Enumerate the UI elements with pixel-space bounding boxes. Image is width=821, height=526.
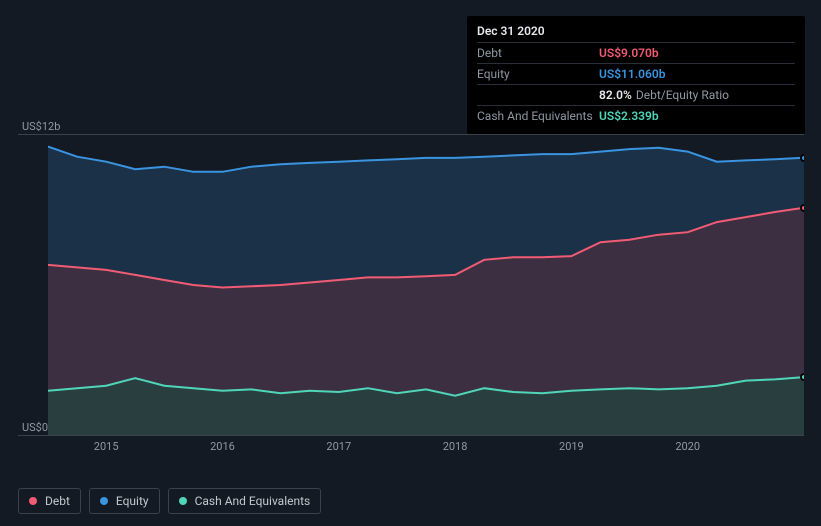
tooltip-panel: Dec 31 2020 DebtUS$9.070bEquityUS$11.060… <box>467 16 805 134</box>
tooltip-row-value: US$9.070b <box>599 46 659 60</box>
x-tick: 2015 <box>94 440 119 453</box>
y-axis-label-top: US$12b <box>22 120 60 133</box>
tooltip-row-label: Cash And Equivalents <box>477 109 599 123</box>
x-tick: 2018 <box>443 440 468 453</box>
legend-item-cash-and-equivalents[interactable]: Cash And Equivalents <box>168 488 322 514</box>
legend-item-equity[interactable]: Equity <box>89 488 160 514</box>
legend-label: Cash And Equivalents <box>195 494 311 508</box>
legend-dot-icon <box>100 497 108 505</box>
x-tick: 2019 <box>559 440 584 453</box>
tooltip-row-label <box>477 88 599 102</box>
end-marker-equity <box>800 154 804 162</box>
legend-label: Debt <box>45 494 70 508</box>
end-marker-cash-and-equivalents <box>800 373 804 381</box>
x-tick: 2020 <box>675 440 700 453</box>
legend-dot-icon <box>29 497 37 505</box>
y-axis-label-bottom: US$0 <box>22 421 48 434</box>
tooltip-row: DebtUS$9.070b <box>477 42 795 63</box>
legend: Debt Equity Cash And Equivalents <box>18 488 321 514</box>
plot-region[interactable] <box>48 134 804 436</box>
tooltip-row-extra: Debt/Equity Ratio <box>636 88 729 102</box>
tooltip-row-label: Debt <box>477 46 599 60</box>
x-axis-ticks: 2015 2016 2017 2018 2019 2020 <box>48 440 804 458</box>
tooltip-row-label: Equity <box>477 67 599 81</box>
x-tick: 2017 <box>326 440 351 453</box>
tooltip-row: 82.0%Debt/Equity Ratio <box>477 84 795 105</box>
legend-item-debt[interactable]: Debt <box>18 488 81 514</box>
legend-label: Equity <box>116 494 149 508</box>
tooltip-row-value: US$2.339b <box>599 109 659 123</box>
end-marker-debt <box>800 204 804 212</box>
gridline-bottom <box>18 435 804 436</box>
x-tick: 2016 <box>210 440 235 453</box>
legend-dot-icon <box>179 497 187 505</box>
tooltip-row: Cash And EquivalentsUS$2.339b <box>477 105 795 126</box>
chart-area: US$12b US$0 2015 2016 2017 2018 2019 2020 <box>18 120 804 458</box>
tooltip-row: EquityUS$11.060b <box>477 63 795 84</box>
tooltip-date: Dec 31 2020 <box>477 24 795 42</box>
tooltip-row-value: 82.0%Debt/Equity Ratio <box>599 88 729 102</box>
tooltip-row-value: US$11.060b <box>599 67 666 81</box>
